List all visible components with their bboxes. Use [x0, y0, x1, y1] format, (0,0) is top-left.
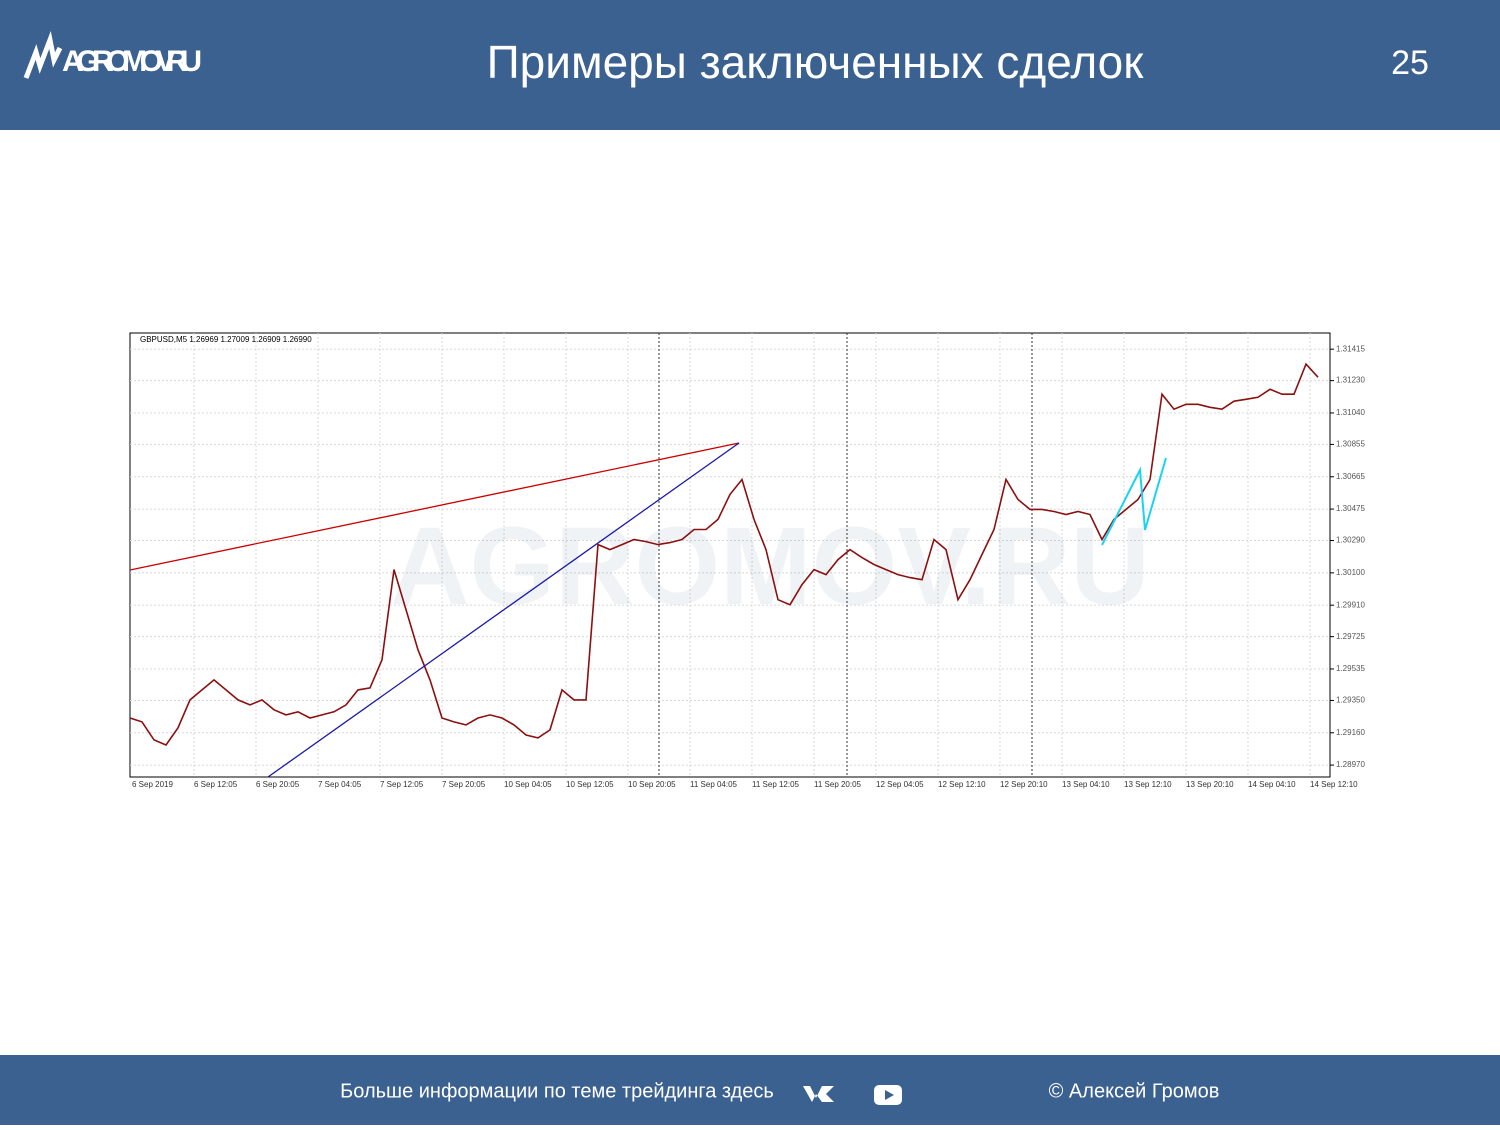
trend-line-blue [267, 442, 740, 778]
y-tick-label: 1.30855 [1336, 440, 1365, 449]
logo-text: AGROMOV.RU [62, 45, 202, 78]
vk-icon [803, 1086, 834, 1102]
y-tick-label: 1.29350 [1336, 696, 1365, 705]
page-number: 25 [1391, 44, 1429, 82]
x-tick-label: 6 Sep 20:05 [256, 780, 300, 789]
y-tick-label: 1.31040 [1336, 408, 1365, 417]
x-tick-label: 12 Sep 20:10 [1000, 780, 1048, 789]
chart: 6 Sep 2019 6 Sep 12:05 6 Sep 20:05 7 Sep 04… [129, 332, 1365, 789]
y-tick-label: 1.31230 [1336, 376, 1365, 385]
chart-legend: GBPUSD,M5 1.26969 1.27009 1.26909 1.2699… [140, 335, 312, 344]
x-tick-label: 14 Sep 04:10 [1248, 780, 1296, 789]
x-tick-label: 13 Sep 12:10 [1124, 780, 1172, 789]
footer-author: © Алексей Громов [1049, 1080, 1220, 1102]
x-tick-label: 6 Sep 2019 [132, 780, 173, 789]
x-tick-label: 6 Sep 12:05 [194, 780, 238, 789]
y-tick-label: 1.31415 [1336, 344, 1365, 353]
x-tick-label: 11 Sep 12:05 [752, 780, 800, 789]
x-tick-label: 11 Sep 20:05 [814, 780, 862, 789]
x-tick-label: 7 Sep 04:05 [318, 780, 362, 789]
logo-icon [23, 31, 63, 79]
x-tick-label: 10 Sep 04:05 [504, 780, 552, 789]
x-tick-label: 7 Sep 20:05 [442, 780, 486, 789]
x-tick-label: 12 Sep 12:10 [938, 780, 986, 789]
y-tick-label: 1.30100 [1336, 568, 1365, 577]
x-tick-label: 7 Sep 12:05 [380, 780, 424, 789]
y-tick-label: 1.29725 [1336, 632, 1365, 641]
x-tick-label: 12 Sep 04:05 [876, 780, 924, 789]
x-tick-label: 14 Sep 12:10 [1310, 780, 1358, 789]
price-line [129, 362, 1319, 746]
trend-line-cyan [1101, 457, 1167, 546]
y-tick-label: 1.29535 [1336, 664, 1365, 673]
y-tick-label: 1.28970 [1336, 760, 1365, 769]
y-tick-label: 1.30475 [1336, 504, 1365, 513]
x-tick-label: 10 Sep 12:05 [566, 780, 614, 789]
x-tick-label: 13 Sep 04:10 [1062, 780, 1110, 789]
footer-bar [0, 1055, 1500, 1125]
y-tick-label: 1.30665 [1336, 472, 1365, 481]
x-tick-label: 10 Sep 20:05 [628, 780, 676, 789]
trend-line-red [129, 442, 740, 571]
youtube-play [885, 1090, 894, 1100]
x-tick-label: 13 Sep 20:10 [1186, 780, 1234, 789]
footer-text: Больше информации по теме трейдинга здес… [340, 1080, 774, 1102]
slide-title: Примеры заключенных сделок [487, 36, 1145, 88]
y-tick-label: 1.29910 [1336, 600, 1365, 609]
y-tick-label: 1.29160 [1336, 728, 1365, 737]
header-bar [0, 0, 1500, 130]
y-tick-label: 1.30290 [1336, 536, 1365, 545]
plot-area [129, 332, 1331, 778]
x-tick-label: 11 Sep 04:05 [690, 780, 738, 789]
